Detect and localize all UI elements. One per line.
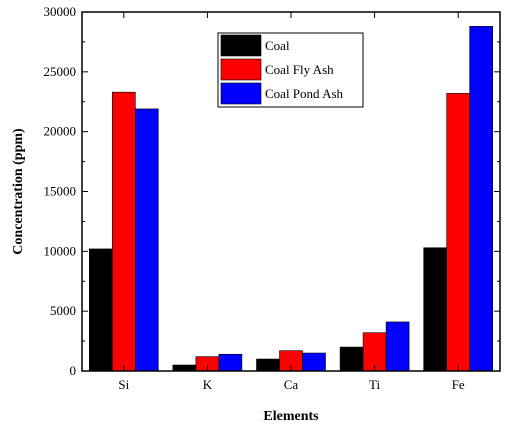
y-axis: 0 5000 10000 15000 20000 25000 30000	[44, 4, 500, 378]
y-tick-label: 20000	[44, 124, 77, 139]
bars-layer	[89, 26, 494, 372]
y-tick-label: 5000	[50, 303, 76, 318]
bar-Ti-0	[339, 346, 364, 372]
bar-Fe-1	[446, 93, 471, 372]
legend-label-0: Coal	[265, 38, 290, 53]
legend-label-1: Coal Fly Ash	[265, 62, 334, 77]
bar-K-0	[172, 364, 197, 372]
legend-swatch-2	[220, 82, 262, 105]
bar-Fe-0	[423, 247, 448, 372]
bar-Ca-2	[302, 352, 326, 372]
y-tick-label: 15000	[44, 184, 77, 199]
legend-label-2: Coal Pond Ash	[265, 86, 344, 101]
y-axis-title: Concentration (ppm)	[11, 128, 26, 255]
y-tick-label: 0	[70, 363, 77, 378]
x-axis-title: Elements	[263, 409, 319, 424]
y-tick-label: 25000	[44, 64, 77, 79]
bar-Fe-2	[469, 26, 494, 372]
y-tick-label: 10000	[44, 243, 77, 258]
x-axis: Si K Ca Ti Fe	[118, 12, 465, 392]
bar-K-2	[218, 353, 243, 372]
x-tick-label-Si: Si	[118, 377, 129, 392]
y-tick-label: 30000	[44, 4, 77, 19]
x-tick-label-K: K	[203, 377, 213, 392]
legend-swatch-0	[220, 34, 262, 57]
bar-Ti-2	[385, 321, 410, 372]
bar-Si-1	[112, 91, 136, 372]
x-tick-label-Ca: Ca	[284, 377, 299, 392]
bar-Ca-0	[256, 358, 280, 372]
x-tick-label-Ti: Ti	[369, 377, 380, 392]
legend: Coal Coal Fly Ash Coal Pond Ash	[217, 32, 364, 108]
bar-Si-0	[89, 248, 113, 372]
x-tick-label-Fe: Fe	[452, 377, 465, 392]
legend-swatch-1	[220, 58, 262, 81]
bar-Si-2	[135, 108, 159, 372]
